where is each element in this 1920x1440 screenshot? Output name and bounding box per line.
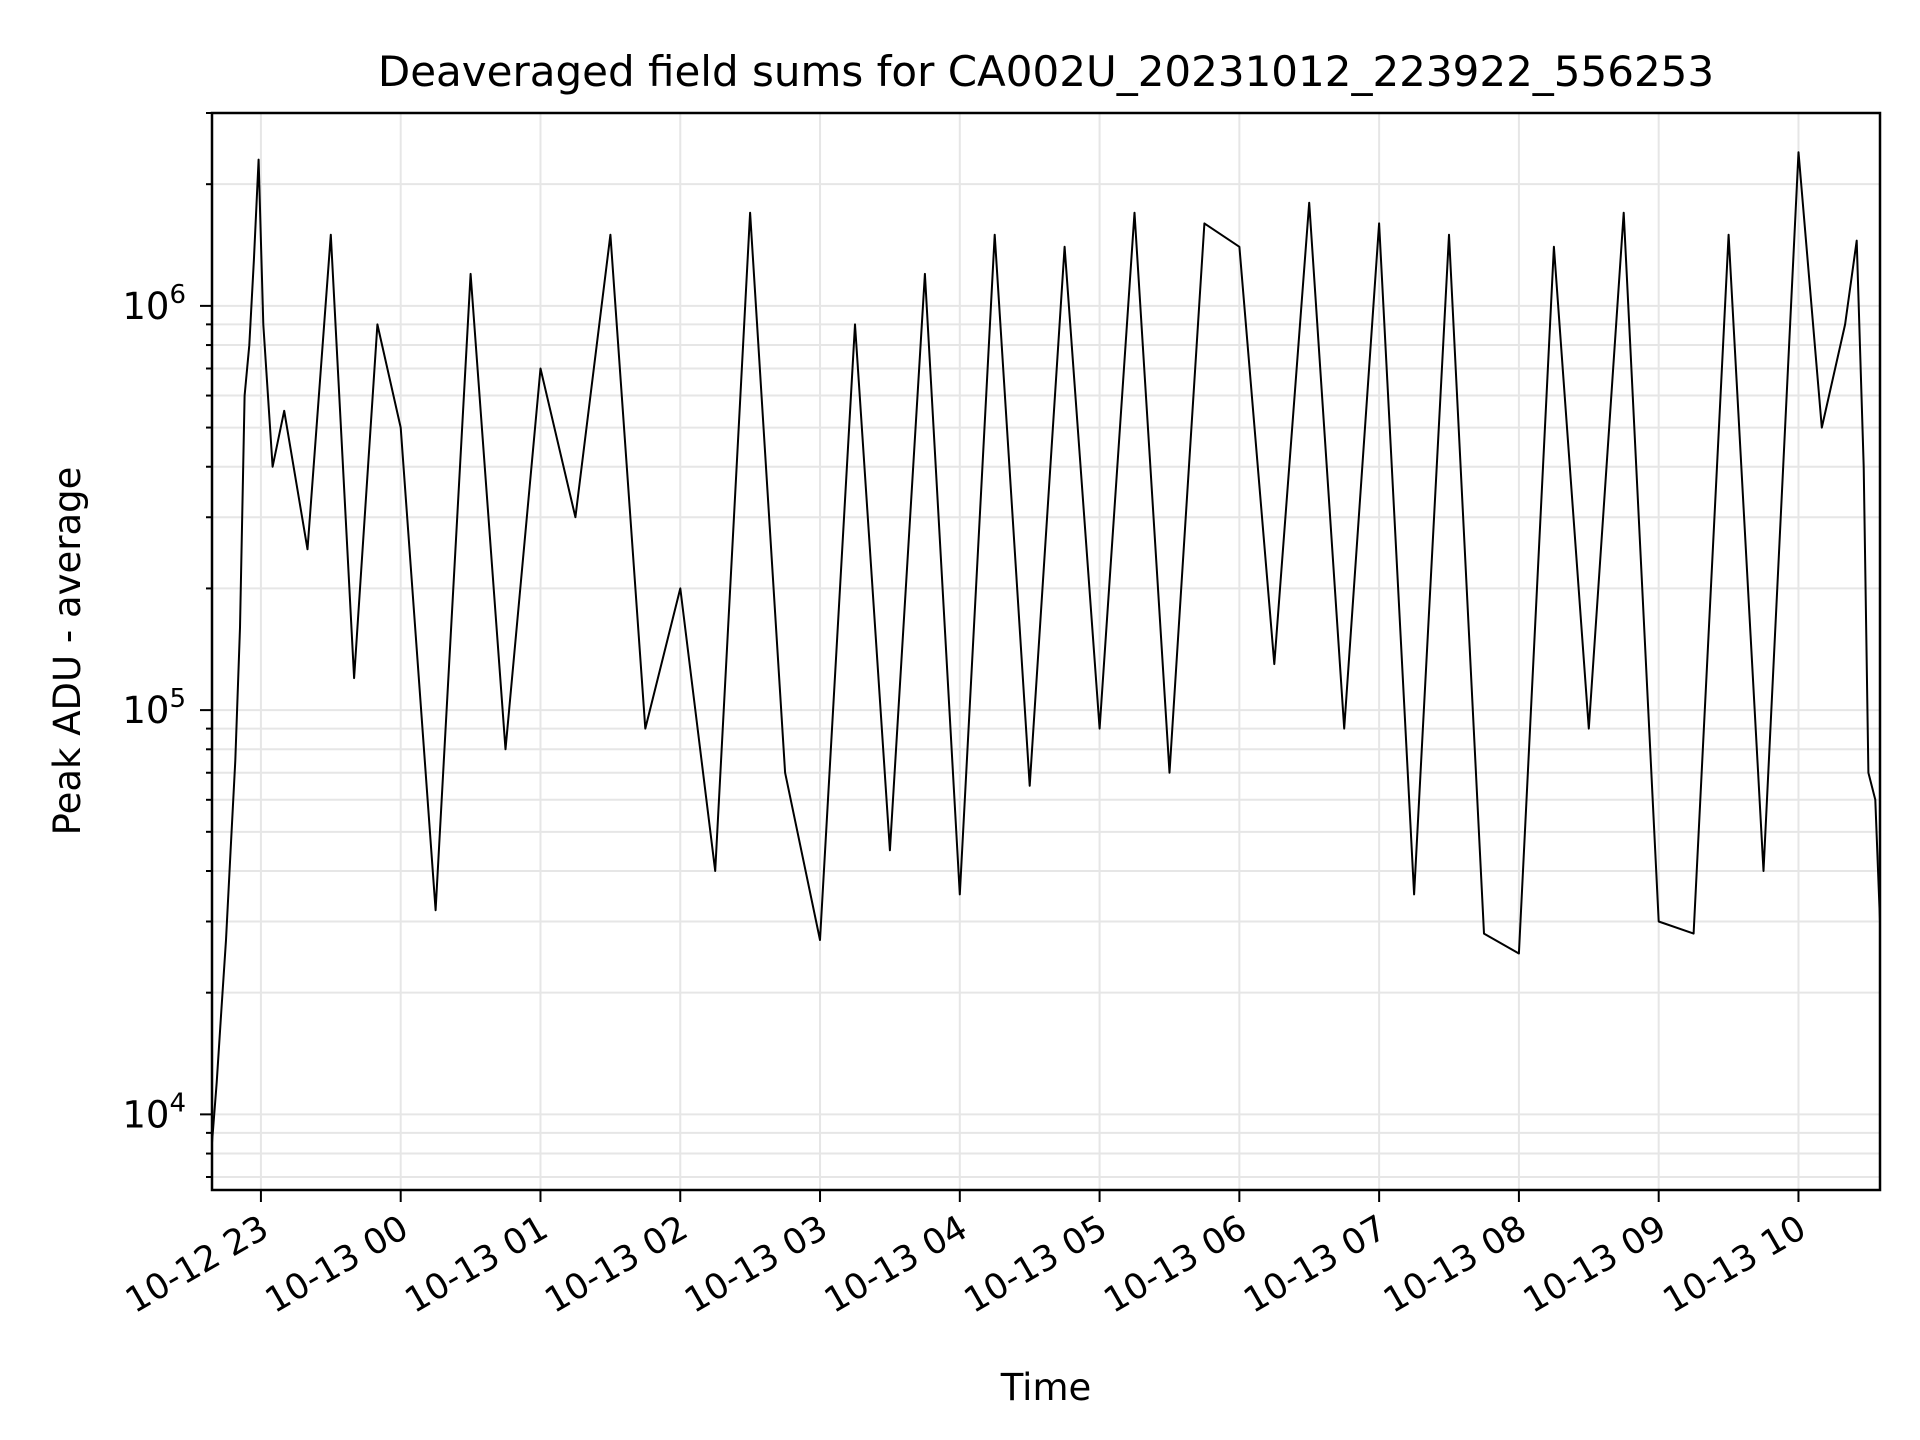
y-tick-base: 10 (122, 689, 169, 732)
data-line-layer (211, 151, 1881, 1143)
y-tick-exponent: 4 (169, 1088, 186, 1118)
y-tick-base: 10 (122, 1093, 169, 1136)
axes-frame (210, 111, 1882, 1192)
y-tick-label: 106 (122, 280, 186, 328)
y-tick-base: 10 (122, 285, 169, 328)
chart-title: Deaveraged field sums for CA002U_2023101… (378, 47, 1714, 96)
y-tick-label: 105 (122, 684, 186, 732)
series-line (211, 151, 1881, 1143)
y-tick-exponent: 5 (169, 684, 186, 714)
y-tick-label: 104 (122, 1088, 186, 1136)
x-axis-label: Time (1000, 1366, 1092, 1409)
y-tick-exponent: 6 (169, 280, 186, 310)
y-axis-label: Peak ADU - average (46, 467, 89, 836)
